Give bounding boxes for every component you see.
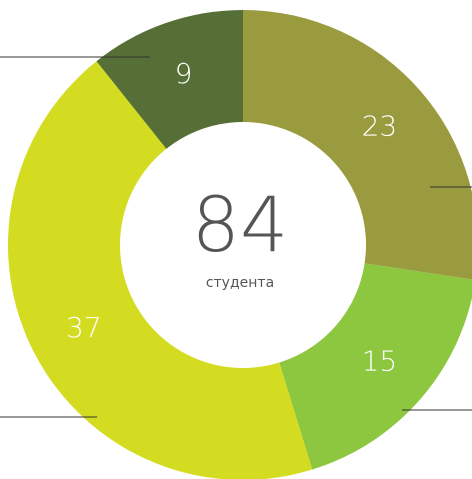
value-label: 9 bbox=[175, 57, 193, 90]
value-label: 23 bbox=[362, 110, 398, 143]
center-label: студента bbox=[206, 275, 274, 291]
value-label: 37 bbox=[66, 311, 102, 344]
donut-hole bbox=[120, 122, 366, 368]
value-label: 15 bbox=[362, 344, 398, 377]
center-value: 84 bbox=[192, 180, 289, 269]
